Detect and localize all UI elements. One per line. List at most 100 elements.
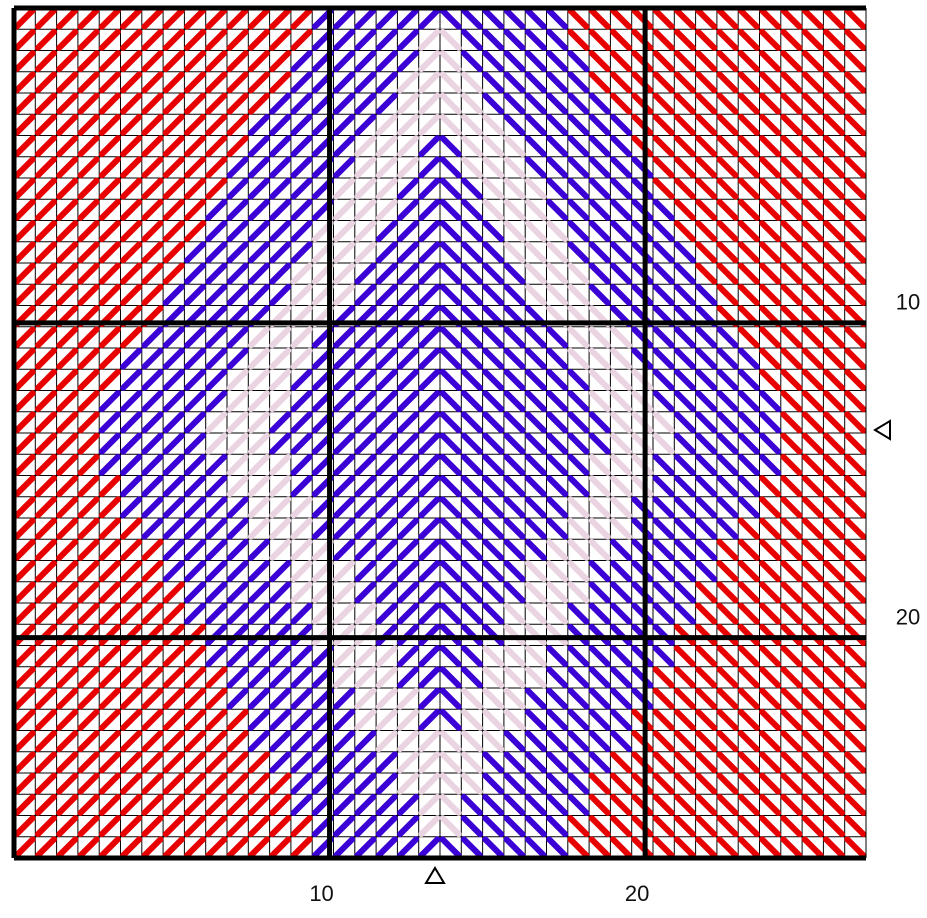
stitch <box>759 708 782 731</box>
stitch <box>375 283 398 306</box>
stitch <box>333 135 356 158</box>
stitch <box>759 666 782 689</box>
stitch <box>290 283 313 306</box>
stitch <box>34 92 57 115</box>
stitch <box>482 50 505 73</box>
stitch <box>567 156 590 179</box>
stitch <box>397 135 420 158</box>
stitch <box>759 390 782 413</box>
stitch <box>290 772 313 795</box>
stitch <box>546 262 569 285</box>
stitch <box>567 390 590 413</box>
stitch <box>120 432 143 455</box>
stitch <box>375 645 398 668</box>
stitch <box>823 368 846 391</box>
stitch <box>120 772 143 795</box>
stitch <box>439 326 462 349</box>
stitch <box>460 560 483 583</box>
stitch <box>77 262 100 285</box>
stitch <box>673 836 696 859</box>
stitch <box>801 7 824 30</box>
stitch <box>844 602 867 625</box>
stitch <box>737 177 760 200</box>
stitch <box>226 623 249 646</box>
stitch <box>354 623 377 646</box>
stitch <box>503 517 526 540</box>
stitch <box>162 262 185 285</box>
stitch <box>801 538 824 561</box>
stitch <box>120 241 143 264</box>
stitch <box>439 666 462 689</box>
stitch <box>162 432 185 455</box>
stitch <box>98 602 121 625</box>
stitch <box>844 538 867 561</box>
stitch <box>269 262 292 285</box>
stitch <box>780 50 803 73</box>
stitch <box>503 836 526 859</box>
stitch <box>162 177 185 200</box>
stitch <box>418 645 441 668</box>
stitch <box>631 793 654 816</box>
stitch <box>354 135 377 158</box>
stitch <box>439 687 462 710</box>
stitch <box>247 772 270 795</box>
stitch <box>460 772 483 795</box>
stitch <box>780 283 803 306</box>
stitch <box>823 177 846 200</box>
stitch <box>503 262 526 285</box>
stitch <box>801 772 824 795</box>
stitch <box>141 71 164 94</box>
stitch <box>77 135 100 158</box>
stitch <box>716 135 739 158</box>
stitch <box>418 496 441 519</box>
stitch <box>56 113 79 136</box>
stitch <box>482 7 505 30</box>
stitch <box>439 496 462 519</box>
stitch <box>610 772 633 795</box>
stitch <box>397 156 420 179</box>
stitch <box>524 793 547 816</box>
stitch <box>162 241 185 264</box>
stitch <box>56 538 79 561</box>
stitch <box>588 623 611 646</box>
stitch <box>205 390 228 413</box>
stitch <box>77 198 100 221</box>
stitch <box>98 538 121 561</box>
stitch <box>823 411 846 434</box>
stitch <box>354 411 377 434</box>
stitch <box>482 156 505 179</box>
stitch <box>333 50 356 73</box>
stitch <box>439 7 462 30</box>
stitch <box>482 241 505 264</box>
stitch <box>56 156 79 179</box>
stitch <box>737 836 760 859</box>
stitch <box>56 50 79 73</box>
stitch <box>610 730 633 753</box>
stitch <box>56 793 79 816</box>
stitch <box>290 262 313 285</box>
stitch <box>77 177 100 200</box>
stitch <box>737 560 760 583</box>
stitch <box>695 92 718 115</box>
stitch <box>524 113 547 136</box>
stitch <box>482 432 505 455</box>
stitch <box>226 432 249 455</box>
stitch <box>375 347 398 370</box>
stitch <box>184 623 207 646</box>
stitch <box>184 50 207 73</box>
stitch <box>333 432 356 455</box>
stitch <box>673 708 696 731</box>
stitch <box>77 28 100 51</box>
stitch <box>290 793 313 816</box>
y-tick-label: 20 <box>896 604 920 629</box>
stitch <box>56 198 79 221</box>
stitch <box>397 793 420 816</box>
stitch <box>460 793 483 816</box>
stitch <box>56 560 79 583</box>
stitch <box>375 687 398 710</box>
stitch <box>759 177 782 200</box>
stitch <box>247 241 270 264</box>
stitch <box>716 517 739 540</box>
stitch <box>737 453 760 476</box>
stitch <box>13 602 36 625</box>
